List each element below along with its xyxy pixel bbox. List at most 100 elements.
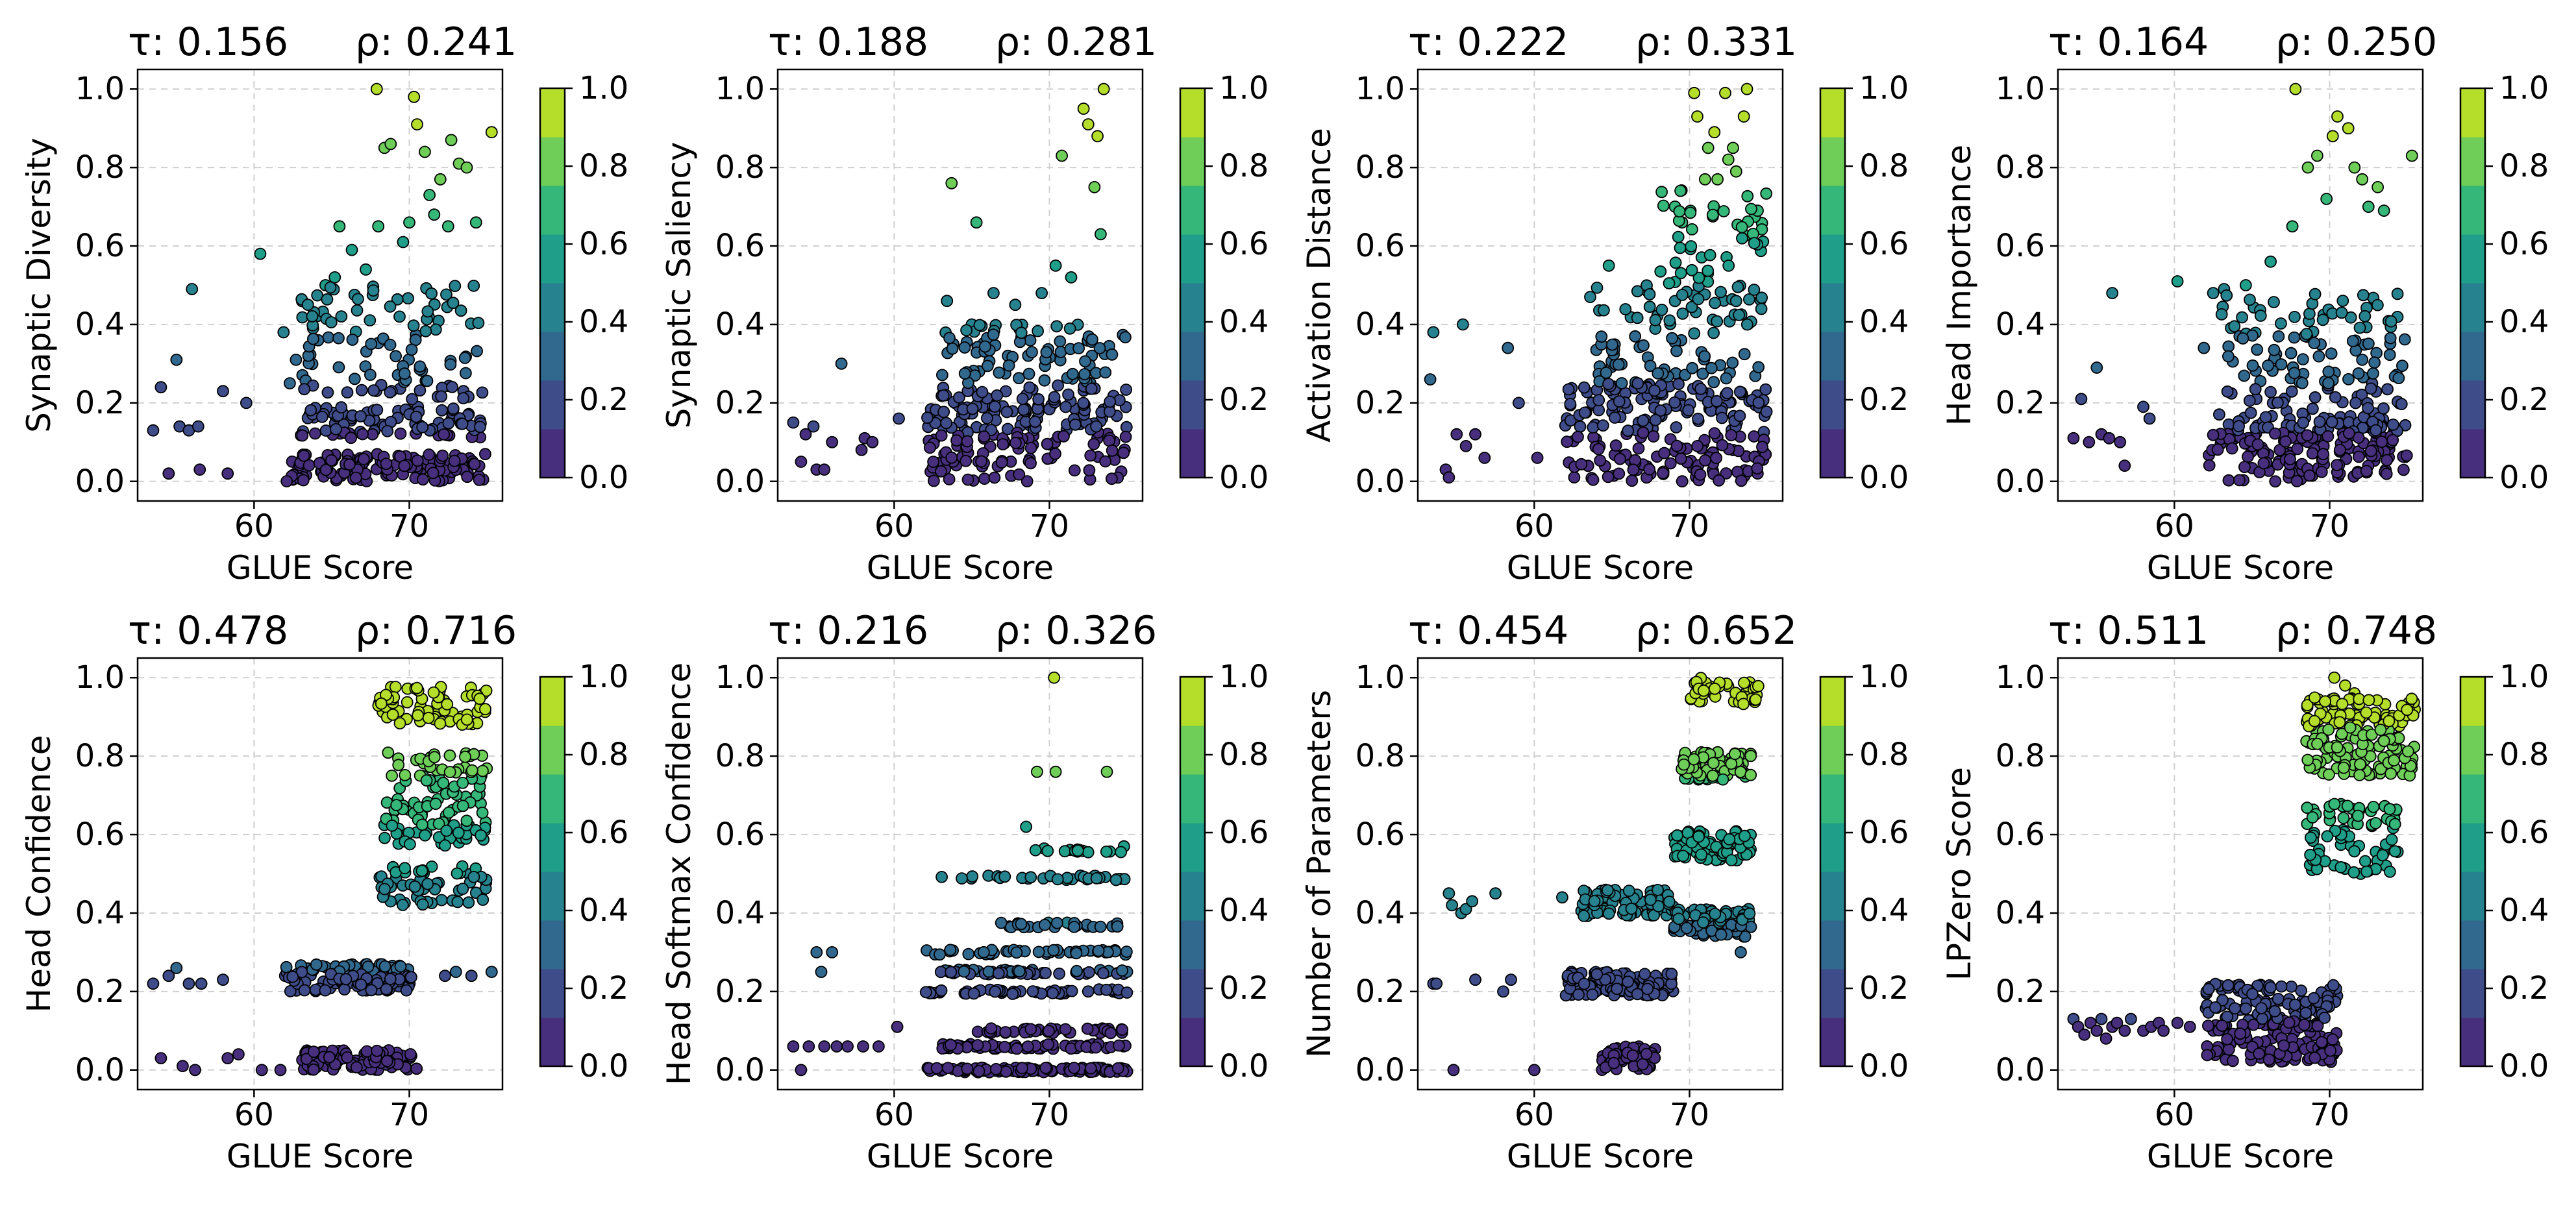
colorbar-segment [2460,332,2485,381]
x-tick-label: 60 [234,508,274,544]
data-point [841,1040,854,1053]
data-point [399,769,412,781]
data-point [1725,429,1738,441]
data-point [810,946,823,959]
data-point [2201,1020,2214,1032]
data-point [2301,753,2314,766]
data-point [2372,180,2384,193]
data-point [1591,281,1604,294]
tau-label: τ: 0.156 [128,19,288,65]
data-point [2320,193,2333,205]
data-point [2264,385,2277,398]
data-point [473,474,486,486]
data-point [2336,698,2349,711]
data-point [1020,820,1032,833]
x-axis-label: GLUE Score [867,549,1054,587]
data-point [975,455,987,468]
data-point [1068,1062,1080,1074]
colorbar-tick-label: 1.0 [579,659,628,695]
colorbar-tick-label: 0.4 [2499,304,2549,340]
data-point [1711,173,1724,186]
data-point [2364,382,2377,395]
data-point [170,354,183,366]
plot-frame [1417,657,1784,1091]
data-point [2090,361,2103,374]
data-point [1427,326,1440,339]
data-point [1048,391,1061,404]
data-point [2216,1020,2229,1032]
data-point [330,423,342,435]
y-axis-label: Head Softmax Confidence [660,663,698,1085]
data-point [1024,1023,1037,1036]
data-point [393,717,406,729]
data-point [367,284,380,297]
data-point [217,973,229,986]
data-point [182,977,195,990]
data-point [2296,353,2309,365]
data-point [1031,765,1043,778]
colorbar-segment [540,283,565,332]
data-point [1109,873,1122,886]
data-point [1672,230,1685,243]
y-tick-label: 0.6 [715,816,765,853]
colorbar-segment [1820,920,1845,970]
colorbar-segment [540,380,565,430]
data-point [950,434,963,447]
data-point [416,898,429,911]
data-point [1024,871,1037,884]
data-point [1703,249,1716,262]
colorbar-segment [1820,677,1845,726]
data-point [456,883,469,895]
data-point [1106,348,1119,361]
data-point [1654,265,1667,278]
data-point [323,1051,336,1064]
data-point [394,960,407,973]
data-point [1729,165,1742,178]
data-point [380,983,393,995]
data-point [1079,355,1091,368]
data-point [298,383,311,396]
data-point [967,987,980,1000]
data-point [2335,306,2348,319]
x-tick-label: 60 [234,1097,274,1133]
data-point [445,134,458,147]
colorbar-segment [540,920,565,970]
data-point [2352,450,2365,463]
x-tick-label: 70 [1030,1097,1069,1133]
data-point [280,960,293,973]
colorbar-segment [540,969,565,1018]
data-point [2306,811,2319,824]
data-point [1119,331,1132,344]
data-point [304,404,317,417]
data-point [1729,748,1741,761]
data-point [1670,345,1683,358]
y-axis-label: Activation Distance [1300,128,1338,443]
data-point [1562,383,1575,396]
data-point [2171,1016,2184,1029]
y-tick-label: 0.4 [1996,895,2045,931]
y-tick-label: 0.2 [715,973,765,1010]
data-point [2395,398,2408,410]
data-point [2222,350,2235,363]
data-point [1705,361,1718,374]
data-point [189,1064,201,1077]
data-point [1032,946,1045,959]
data-point [1578,406,1591,419]
data-point [1738,676,1750,689]
data-point [1713,474,1726,487]
data-point [2351,809,2364,822]
data-point [384,300,397,313]
data-point [367,384,380,397]
data-point [1677,849,1690,862]
y-tick-label: 0.2 [1356,973,1405,1010]
data-point [319,424,332,437]
y-tick-label: 0.4 [715,895,765,931]
data-point [2238,369,2251,382]
data-point [405,343,418,356]
data-point [2256,1012,2269,1025]
data-point [397,899,409,911]
data-point [2262,360,2275,372]
data-point [2313,415,2326,428]
data-point [417,473,429,486]
x-axis-label: GLUE Score [1507,549,1694,587]
